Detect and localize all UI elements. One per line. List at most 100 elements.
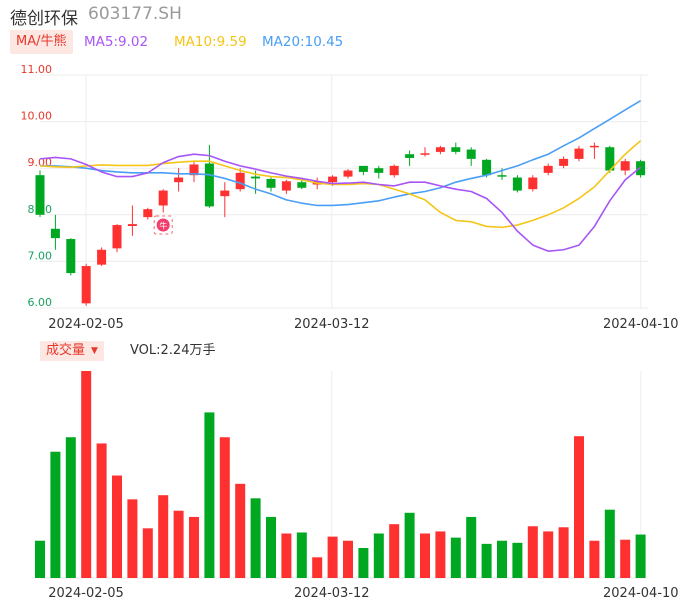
candle [112, 224, 122, 253]
volume-bar [404, 512, 415, 578]
candle-body [174, 177, 184, 183]
candle-body [143, 209, 153, 218]
candle-body [112, 225, 122, 249]
volume-bar [389, 524, 400, 578]
ma5-value: MA5:9.02 [84, 34, 149, 50]
bull-badge-icon[interactable]: 牛 [153, 215, 173, 235]
candle [420, 147, 430, 157]
y-tick-label: 6.00 [28, 296, 53, 309]
volume-bar [127, 499, 138, 578]
volume-bars [35, 371, 646, 578]
volume-indicator-button[interactable]: 成交量 ▼ [40, 341, 104, 361]
volume-bar [620, 539, 631, 578]
candle-body [605, 147, 615, 171]
candle-body [405, 154, 415, 158]
volume-bar [604, 509, 615, 578]
volume-bar [589, 540, 600, 578]
candle-body [420, 153, 430, 155]
candle [35, 170, 45, 218]
candle [543, 163, 553, 176]
candle-body [251, 176, 261, 179]
volume-bar [158, 495, 169, 578]
candle [189, 161, 199, 183]
candle-body [620, 161, 630, 171]
volume-bar [512, 542, 523, 578]
candle [466, 147, 476, 166]
candles [35, 142, 646, 306]
candle [50, 214, 60, 250]
candle [451, 142, 461, 155]
candle [66, 238, 76, 276]
volume-bar [189, 516, 199, 578]
candle-body [97, 249, 107, 265]
ma20-line [40, 99, 642, 207]
candle-body [235, 172, 245, 190]
x-axis-ticks-price: 2024-02-05 2024-03-12 2024-04-10 [48, 317, 678, 332]
candle-body [528, 177, 538, 190]
volume-bar [543, 531, 554, 578]
volume-bar [296, 532, 307, 578]
x-tick-label: 2024-02-05 [48, 317, 124, 332]
candle-body [66, 239, 76, 274]
candle-body [482, 159, 492, 176]
volume-bar [142, 528, 153, 578]
candle [266, 177, 276, 192]
ma20-value: MA20:10.45 [262, 34, 344, 50]
candle [620, 158, 630, 176]
candle [143, 207, 153, 220]
candle [358, 165, 368, 176]
volume-bar [466, 516, 477, 578]
y-tick-label: 7.00 [28, 249, 53, 262]
candle-body [204, 163, 214, 207]
volume-bar [96, 443, 107, 578]
volume-tag-label: 成交量 [46, 343, 86, 358]
candle-body [435, 147, 445, 152]
y-tick-label: 10.00 [21, 110, 53, 123]
volume-bar [65, 437, 76, 578]
badge-frame [153, 215, 173, 235]
candle [559, 156, 569, 169]
volume-bar [343, 540, 353, 578]
x-tick-label: 2024-04-10 [603, 317, 679, 332]
volume-bar [358, 547, 369, 578]
candle [174, 168, 184, 192]
candle-body [466, 149, 476, 159]
candle-body [297, 182, 307, 188]
candle-body [189, 164, 199, 176]
ma-indicator-button[interactable]: MA/牛熊 [10, 30, 73, 54]
candle-body [220, 190, 230, 197]
ma-lines [39, 99, 642, 252]
stock-code: 603177.SH [88, 4, 182, 24]
candle-body [589, 145, 599, 148]
candle-body [266, 178, 276, 188]
volume-bar [420, 533, 430, 578]
badge-dot [156, 218, 170, 232]
badge-label: 牛 [159, 221, 167, 231]
candle-body [358, 165, 368, 172]
volume-bar [266, 516, 276, 578]
volume-bar [250, 498, 261, 578]
ma10-value: MA10:9.59 [174, 34, 247, 50]
volume-bar [435, 531, 446, 578]
candle-body [158, 190, 168, 206]
candle-body [328, 176, 338, 183]
candle-body [50, 228, 60, 239]
candle-body [389, 165, 399, 176]
x-tick-label: 2024-03-12 [294, 317, 370, 332]
x-tick-label: 2024-04-10 [603, 586, 679, 601]
candle [589, 142, 599, 159]
candle [636, 159, 646, 178]
candle [343, 169, 353, 179]
candle-body [343, 170, 353, 177]
volume-bar [527, 526, 538, 578]
x-tick-label: 2024-03-12 [294, 586, 370, 601]
candle-body [497, 175, 507, 177]
volume-bar [312, 557, 323, 578]
volume-bar [635, 534, 646, 578]
candle [281, 179, 291, 194]
candle [81, 263, 91, 306]
y-tick-label: 11.00 [21, 63, 53, 76]
candle [512, 175, 522, 193]
volume-bar [235, 483, 246, 578]
